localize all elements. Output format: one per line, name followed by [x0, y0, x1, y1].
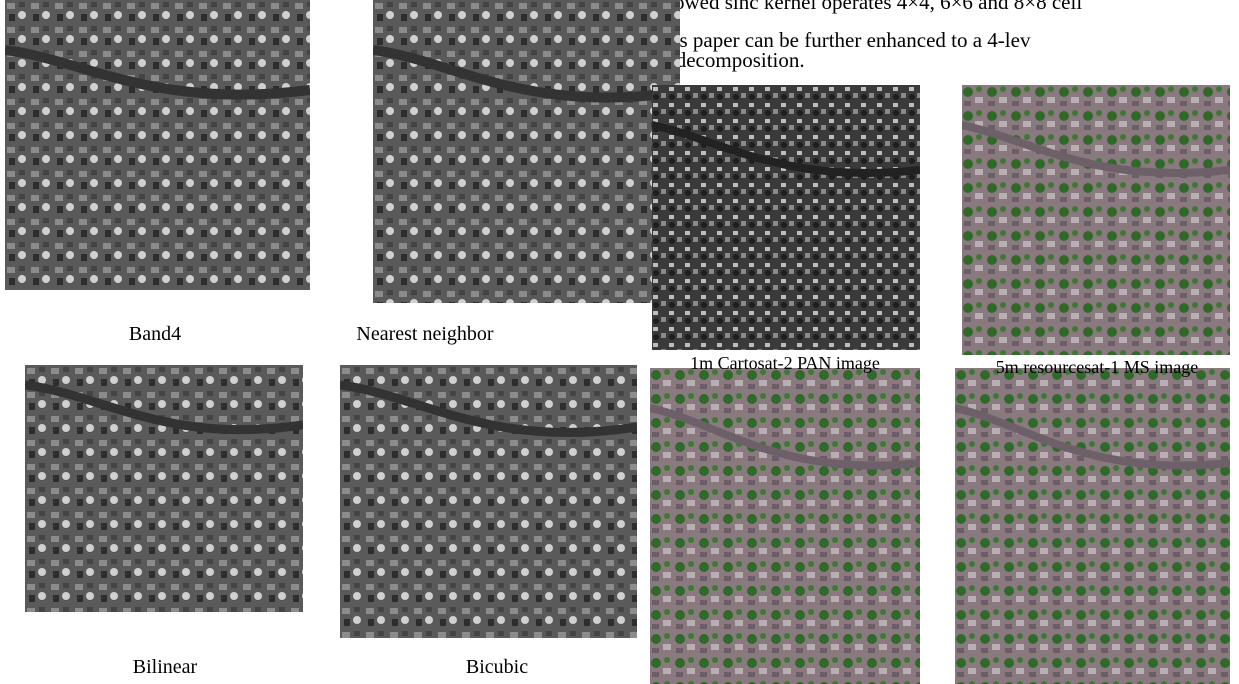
- image-pan: [652, 85, 920, 350]
- image-ms: [962, 85, 1230, 355]
- caption: 5m resourcesat-1 MS image: [996, 357, 1198, 378]
- caption: Bicubic: [466, 656, 528, 679]
- body-text: windowed sinc kernel operates 4×4, 6×6 a…: [632, 0, 1082, 15]
- image-band4: [5, 0, 310, 290]
- image-bilinear: [25, 365, 303, 612]
- caption: Nearest neighbor: [356, 323, 493, 346]
- image-nearest: [373, 0, 680, 303]
- image-fused-1: [650, 368, 920, 684]
- page: windowed sinc kernel operates 4×4, 6×6 a…: [0, 0, 1239, 684]
- caption: Bilinear: [133, 656, 197, 679]
- image-fused-2: [955, 368, 1230, 684]
- image-bicubic: [340, 365, 637, 638]
- caption: 1m Cartosat-2 PAN image: [690, 353, 880, 374]
- caption: Band4: [129, 323, 181, 346]
